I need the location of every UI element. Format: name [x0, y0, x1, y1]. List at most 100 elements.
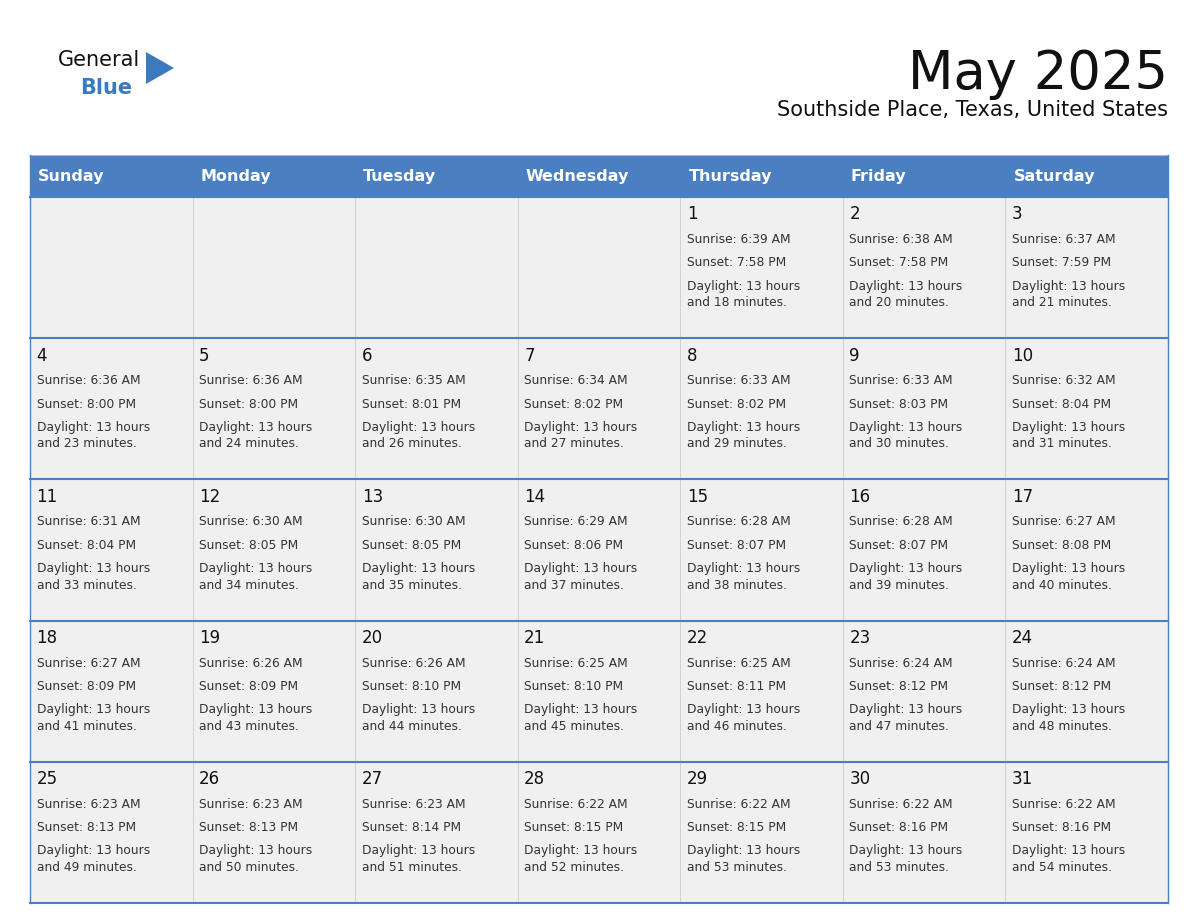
Text: Sunset: 8:16 PM: Sunset: 8:16 PM: [1012, 821, 1111, 834]
Text: Sunset: 8:11 PM: Sunset: 8:11 PM: [687, 680, 786, 693]
Text: 20: 20: [361, 629, 383, 647]
Text: Daylight: 13 hours
and 48 minutes.: Daylight: 13 hours and 48 minutes.: [1012, 703, 1125, 733]
Bar: [192, 479, 355, 621]
Text: 28: 28: [524, 770, 545, 789]
Text: Daylight: 13 hours
and 21 minutes.: Daylight: 13 hours and 21 minutes.: [1012, 280, 1125, 309]
Text: Daylight: 13 hours
and 33 minutes.: Daylight: 13 hours and 33 minutes.: [37, 562, 150, 591]
Text: Sunrise: 6:28 AM: Sunrise: 6:28 AM: [849, 515, 953, 529]
Text: Sunrise: 6:23 AM: Sunrise: 6:23 AM: [37, 798, 140, 811]
Text: Sunrise: 6:33 AM: Sunrise: 6:33 AM: [849, 375, 953, 387]
Text: Sunrise: 6:29 AM: Sunrise: 6:29 AM: [524, 515, 627, 529]
Text: Sunday: Sunday: [38, 169, 105, 184]
Text: Sunrise: 6:35 AM: Sunrise: 6:35 AM: [361, 375, 466, 387]
Text: Sunset: 8:08 PM: Sunset: 8:08 PM: [1012, 539, 1111, 552]
Text: Sunrise: 6:38 AM: Sunrise: 6:38 AM: [849, 233, 953, 246]
Bar: [518, 155, 681, 197]
Text: Sunrise: 6:37 AM: Sunrise: 6:37 AM: [1012, 233, 1116, 246]
Bar: [518, 621, 681, 762]
Text: 9: 9: [849, 347, 860, 364]
Bar: [355, 155, 518, 197]
Text: Daylight: 13 hours
and 53 minutes.: Daylight: 13 hours and 53 minutes.: [849, 845, 962, 874]
Text: Daylight: 13 hours
and 31 minutes.: Daylight: 13 hours and 31 minutes.: [1012, 420, 1125, 451]
Text: 3: 3: [1012, 206, 1023, 223]
Text: 14: 14: [524, 487, 545, 506]
Text: Sunrise: 6:28 AM: Sunrise: 6:28 AM: [687, 515, 790, 529]
Text: 13: 13: [361, 487, 383, 506]
Text: Daylight: 13 hours
and 45 minutes.: Daylight: 13 hours and 45 minutes.: [524, 703, 638, 733]
Text: 17: 17: [1012, 487, 1034, 506]
Bar: [355, 197, 518, 338]
Text: Sunrise: 6:32 AM: Sunrise: 6:32 AM: [1012, 375, 1116, 387]
Text: Sunrise: 6:36 AM: Sunrise: 6:36 AM: [200, 375, 303, 387]
Text: Sunset: 8:00 PM: Sunset: 8:00 PM: [200, 397, 298, 410]
Bar: [355, 338, 518, 479]
Text: Daylight: 13 hours
and 29 minutes.: Daylight: 13 hours and 29 minutes.: [687, 420, 800, 451]
Text: Sunrise: 6:25 AM: Sunrise: 6:25 AM: [687, 656, 790, 669]
Text: 31: 31: [1012, 770, 1034, 789]
Text: Sunset: 7:58 PM: Sunset: 7:58 PM: [849, 256, 948, 269]
Text: Sunrise: 6:25 AM: Sunrise: 6:25 AM: [524, 656, 628, 669]
Text: Daylight: 13 hours
and 41 minutes.: Daylight: 13 hours and 41 minutes.: [37, 703, 150, 733]
Bar: [842, 479, 1005, 621]
Text: Daylight: 13 hours
and 37 minutes.: Daylight: 13 hours and 37 minutes.: [524, 562, 638, 591]
Text: Sunset: 8:16 PM: Sunset: 8:16 PM: [849, 821, 948, 834]
Bar: [681, 479, 842, 621]
Bar: [192, 197, 355, 338]
Text: Sunset: 7:58 PM: Sunset: 7:58 PM: [687, 256, 786, 269]
Bar: [518, 338, 681, 479]
Bar: [1005, 762, 1168, 903]
Text: Daylight: 13 hours
and 44 minutes.: Daylight: 13 hours and 44 minutes.: [361, 703, 475, 733]
Bar: [30, 762, 192, 903]
Text: Sunset: 8:15 PM: Sunset: 8:15 PM: [687, 821, 786, 834]
Text: Sunset: 7:59 PM: Sunset: 7:59 PM: [1012, 256, 1111, 269]
Bar: [518, 197, 681, 338]
Text: Daylight: 13 hours
and 54 minutes.: Daylight: 13 hours and 54 minutes.: [1012, 845, 1125, 874]
Text: Sunset: 8:10 PM: Sunset: 8:10 PM: [361, 680, 461, 693]
Bar: [355, 762, 518, 903]
Text: Sunset: 8:04 PM: Sunset: 8:04 PM: [37, 539, 135, 552]
Bar: [1005, 197, 1168, 338]
Text: Sunset: 8:14 PM: Sunset: 8:14 PM: [361, 821, 461, 834]
Text: Sunrise: 6:26 AM: Sunrise: 6:26 AM: [361, 656, 466, 669]
Text: Friday: Friday: [851, 169, 906, 184]
Text: Sunrise: 6:24 AM: Sunrise: 6:24 AM: [849, 656, 953, 669]
Bar: [681, 762, 842, 903]
Text: Sunset: 8:15 PM: Sunset: 8:15 PM: [524, 821, 624, 834]
Text: Sunrise: 6:33 AM: Sunrise: 6:33 AM: [687, 375, 790, 387]
Text: Daylight: 13 hours
and 18 minutes.: Daylight: 13 hours and 18 minutes.: [687, 280, 800, 309]
Bar: [192, 338, 355, 479]
Text: Southside Place, Texas, United States: Southside Place, Texas, United States: [777, 100, 1168, 120]
Text: Thursday: Thursday: [688, 169, 772, 184]
Text: 30: 30: [849, 770, 871, 789]
Text: 1: 1: [687, 206, 697, 223]
Bar: [30, 155, 192, 197]
Bar: [842, 338, 1005, 479]
Bar: [192, 155, 355, 197]
Text: Sunrise: 6:22 AM: Sunrise: 6:22 AM: [849, 798, 953, 811]
Text: Sunset: 8:09 PM: Sunset: 8:09 PM: [200, 680, 298, 693]
Text: Sunset: 8:06 PM: Sunset: 8:06 PM: [524, 539, 624, 552]
Text: Sunset: 8:03 PM: Sunset: 8:03 PM: [849, 397, 948, 410]
Text: 15: 15: [687, 487, 708, 506]
Bar: [681, 621, 842, 762]
Text: Sunrise: 6:22 AM: Sunrise: 6:22 AM: [524, 798, 627, 811]
Text: Sunset: 8:13 PM: Sunset: 8:13 PM: [37, 821, 135, 834]
Text: 8: 8: [687, 347, 697, 364]
Bar: [1005, 155, 1168, 197]
Text: 23: 23: [849, 629, 871, 647]
Text: Daylight: 13 hours
and 35 minutes.: Daylight: 13 hours and 35 minutes.: [361, 562, 475, 591]
Text: Daylight: 13 hours
and 30 minutes.: Daylight: 13 hours and 30 minutes.: [849, 420, 962, 451]
Text: Wednesday: Wednesday: [526, 169, 630, 184]
Text: Sunrise: 6:27 AM: Sunrise: 6:27 AM: [37, 656, 140, 669]
Text: Sunrise: 6:34 AM: Sunrise: 6:34 AM: [524, 375, 627, 387]
Bar: [30, 621, 192, 762]
Text: Daylight: 13 hours
and 39 minutes.: Daylight: 13 hours and 39 minutes.: [849, 562, 962, 591]
Text: Sunset: 8:00 PM: Sunset: 8:00 PM: [37, 397, 135, 410]
Text: General: General: [58, 50, 140, 70]
Text: Tuesday: Tuesday: [364, 169, 436, 184]
Bar: [355, 479, 518, 621]
Text: Sunset: 8:05 PM: Sunset: 8:05 PM: [361, 539, 461, 552]
Text: 16: 16: [849, 487, 871, 506]
Bar: [192, 621, 355, 762]
Text: Daylight: 13 hours
and 49 minutes.: Daylight: 13 hours and 49 minutes.: [37, 845, 150, 874]
